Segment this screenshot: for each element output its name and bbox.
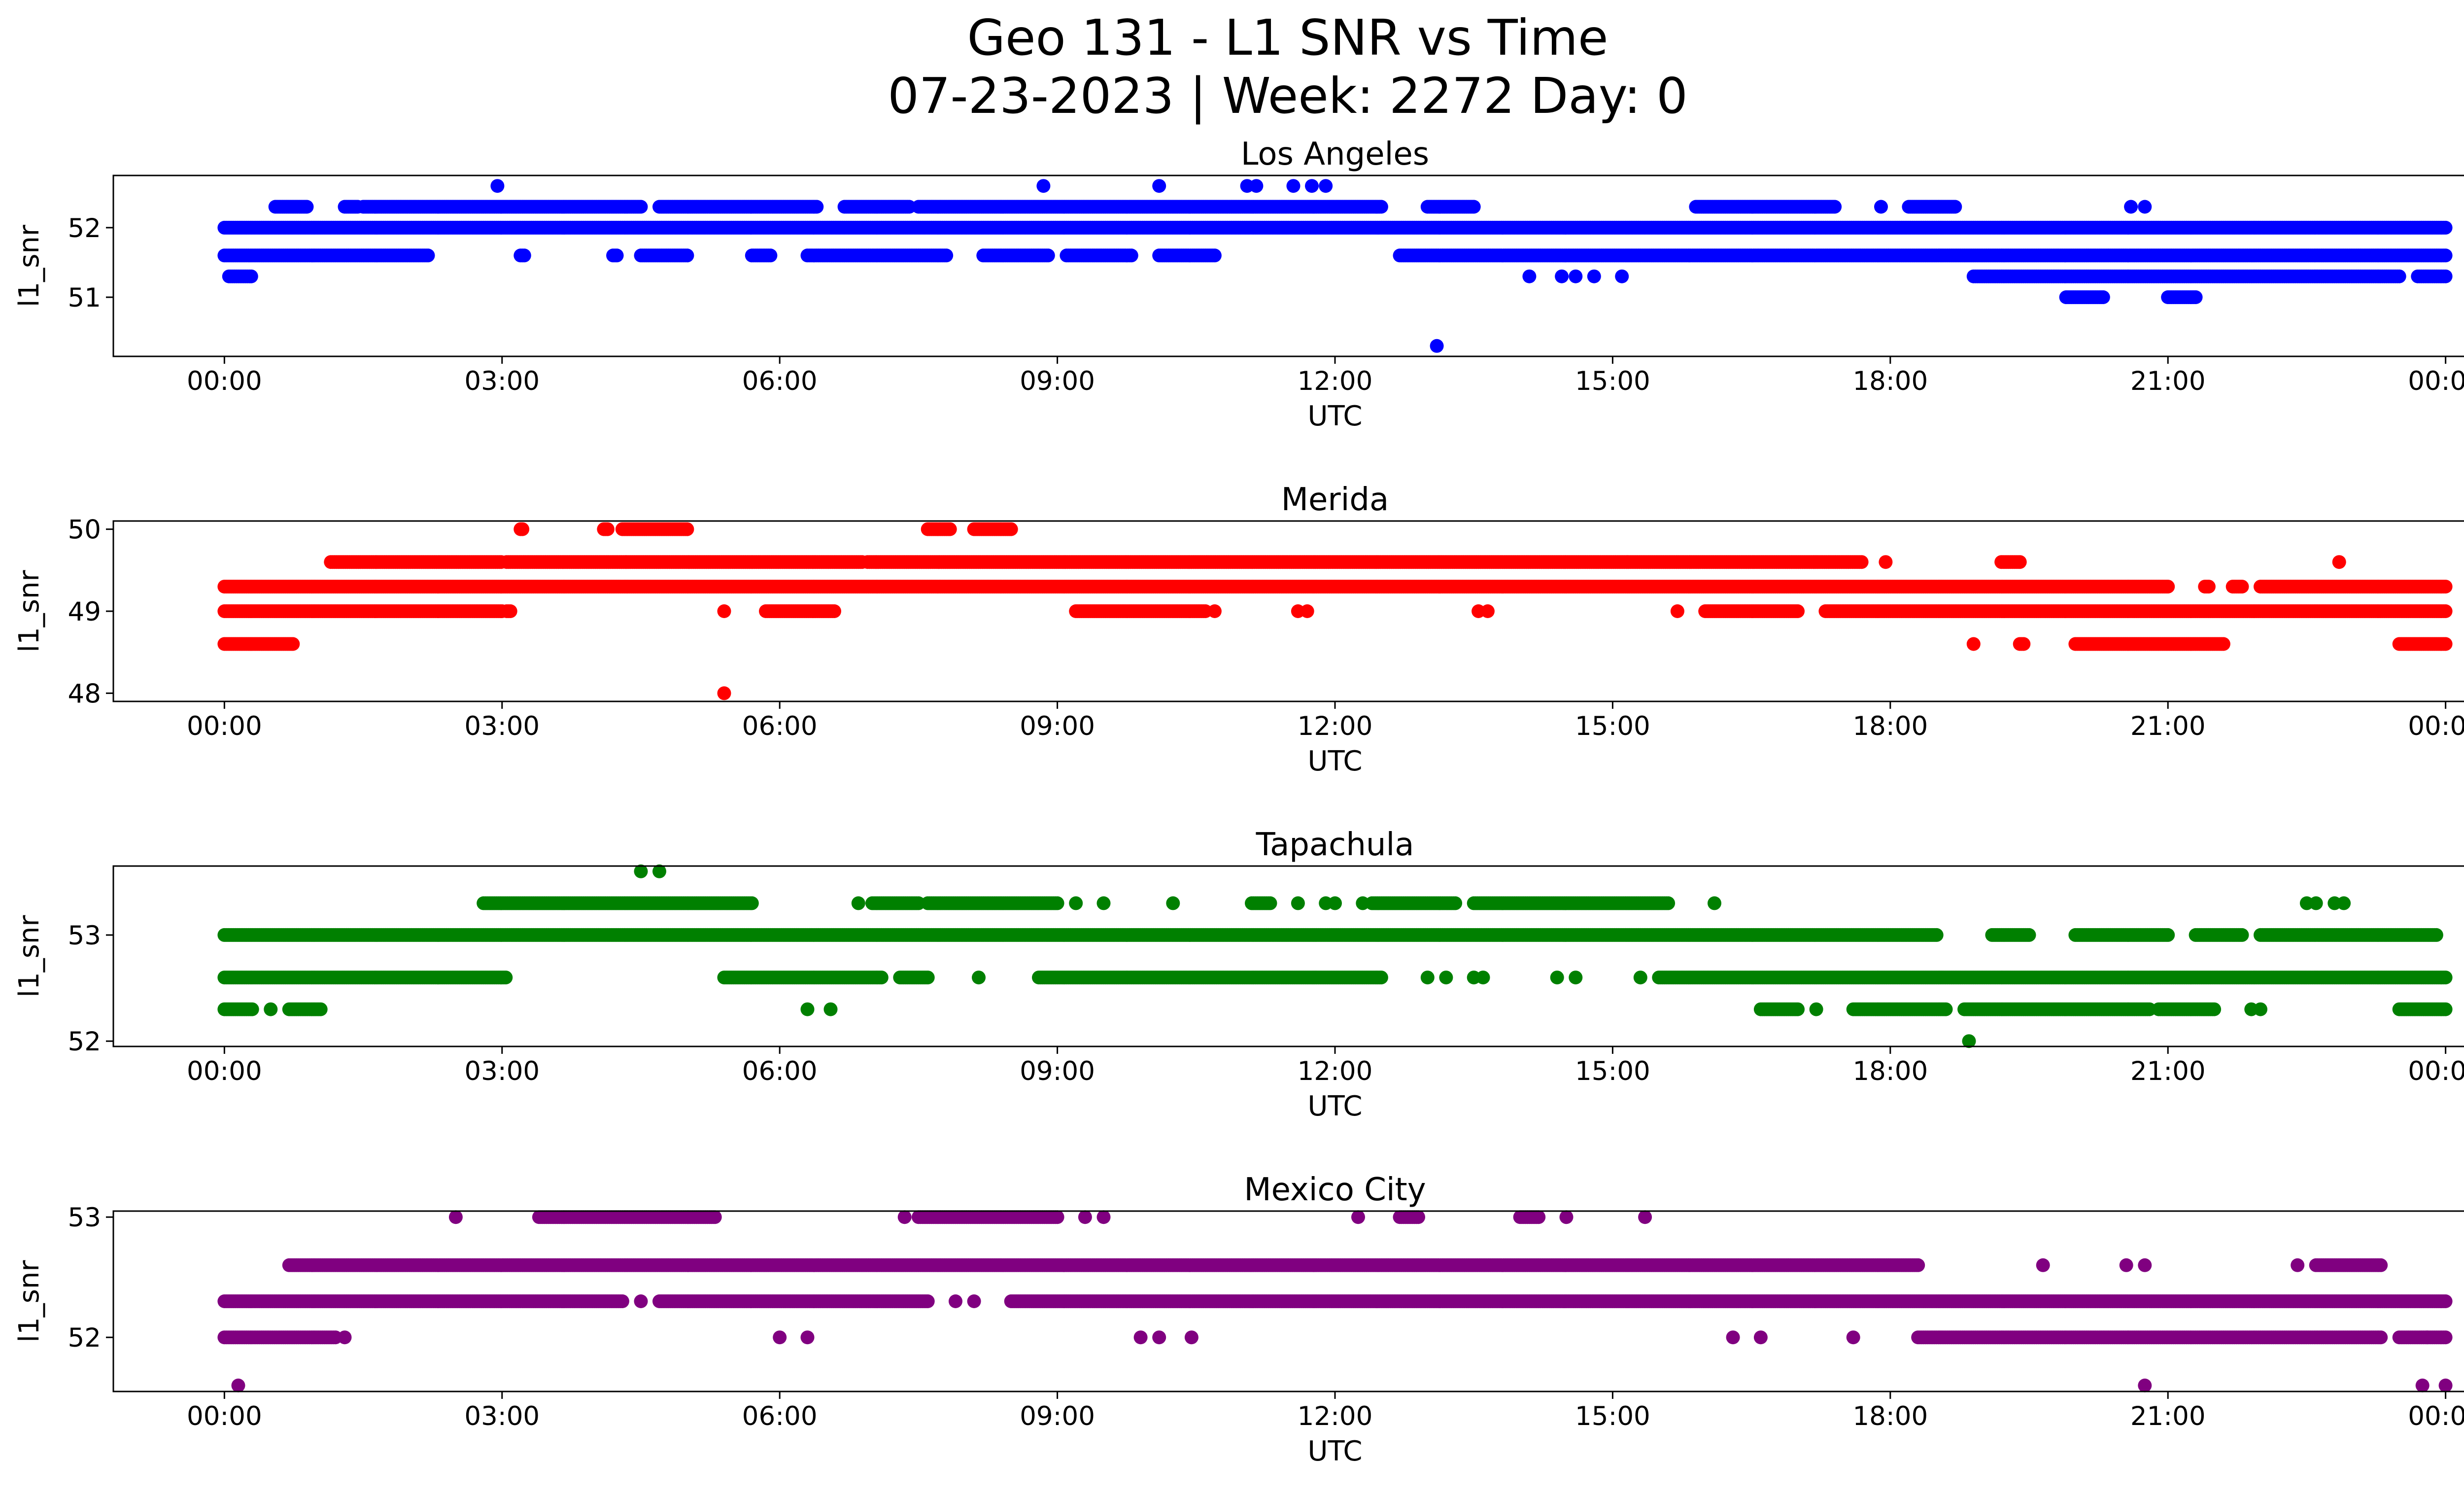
data-point — [300, 200, 314, 214]
data-point — [1305, 179, 1319, 193]
x-tick-label: 00:00 — [187, 366, 262, 396]
figure-title-line1: Geo 131 - L1 SNR vs Time — [967, 9, 1608, 67]
data-point — [1124, 248, 1138, 263]
data-point — [1152, 179, 1166, 193]
series-merida — [217, 522, 2453, 700]
series-los-angeles — [217, 179, 2453, 353]
data-point — [610, 248, 624, 263]
data-point — [763, 248, 778, 263]
x-tick-label: 18:00 — [1852, 366, 1928, 396]
x-tick-label: 06:00 — [742, 366, 818, 396]
data-point — [2161, 580, 2175, 594]
data-point — [1791, 604, 1805, 618]
data-point — [2096, 290, 2110, 304]
data-point — [2189, 290, 2203, 304]
panel-title-los-angeles: Los Angeles — [1241, 136, 1429, 173]
data-point — [2392, 269, 2406, 283]
data-point — [1569, 269, 1583, 283]
data-point — [2235, 580, 2249, 594]
figure-title: Geo 131 - L1 SNR vs Time 07-23-2023 | We… — [0, 9, 2464, 125]
x-tick-label: 21:00 — [2130, 366, 2206, 396]
data-point — [1041, 248, 1055, 263]
x-tick-label: 09:00 — [1020, 366, 1095, 396]
x-tick-label: 15:00 — [1575, 366, 1650, 396]
data-point — [680, 248, 694, 263]
data-point — [2438, 604, 2453, 618]
data-point — [244, 269, 258, 283]
data-point — [939, 248, 954, 263]
data-point — [2438, 220, 2453, 235]
data-point — [1374, 200, 1388, 214]
data-point — [1430, 339, 1444, 353]
data-point — [810, 200, 824, 214]
data-point — [827, 604, 841, 618]
data-point — [1467, 200, 1481, 214]
x-axis-label-los-angeles: UTC — [1307, 400, 1362, 432]
data-point — [517, 248, 531, 263]
x-tick-label: 12:00 — [1298, 366, 1373, 396]
y-tick-label: 52 — [68, 213, 101, 243]
data-point — [1286, 179, 1300, 193]
data-point — [1615, 269, 1629, 283]
data-point — [1948, 200, 1962, 214]
data-point — [1828, 200, 1842, 214]
data-point — [1555, 269, 1569, 283]
data-point — [503, 604, 517, 618]
x-tick-label: 03:00 — [464, 366, 540, 396]
data-point — [2138, 200, 2152, 214]
data-point — [1522, 269, 1537, 283]
y-tick-label: 51 — [68, 283, 101, 313]
data-point — [2438, 580, 2453, 594]
data-point — [1874, 200, 1888, 214]
data-point — [1249, 179, 1264, 193]
data-point — [2201, 580, 2216, 594]
data-point — [1036, 179, 1051, 193]
data-point — [2438, 248, 2453, 263]
data-point — [1319, 179, 1333, 193]
x-tick-label: 00:00 — [2408, 366, 2464, 396]
panel-title-merida: Merida — [1281, 482, 1389, 518]
data-point — [1587, 269, 1601, 283]
data-point — [634, 200, 648, 214]
figure-title-line2: 07-23-2023 | Week: 2272 Day: 0 — [888, 67, 1688, 125]
chart-panel-los-angeles: Los Angeles 00:00 03:00 06:00 09:00 12:00 15:0… — [13, 136, 2464, 432]
data-point — [2438, 269, 2453, 283]
data-point — [1207, 248, 1222, 263]
data-point — [2124, 200, 2138, 214]
data-point — [490, 179, 505, 193]
data-point — [421, 248, 435, 263]
y-axis-label-los-angeles: l1_snr — [13, 224, 45, 307]
